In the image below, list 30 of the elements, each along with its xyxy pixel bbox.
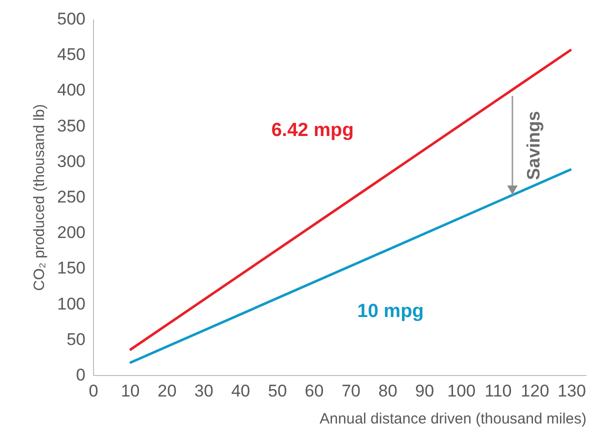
x-axis-title: Annual distance driven (thousand miles) (320, 410, 586, 428)
y-tick-label: 100 (57, 294, 86, 314)
x-tick-label: 100 (447, 382, 476, 400)
y-tick-label: 350 (57, 116, 86, 136)
y-tick-label: 200 (57, 223, 86, 242)
y-tick-label: 450 (57, 45, 86, 64)
x-tick-label: 90 (415, 382, 434, 400)
series-label: 10 mpg (357, 301, 424, 322)
y-tick-label: 300 (57, 152, 86, 171)
x-tick-label: 70 (342, 382, 360, 400)
y-tick-label: 500 (57, 10, 86, 28)
x-tick-label: 50 (268, 382, 287, 400)
x-tick-label: 40 (231, 382, 250, 400)
y-tick-label: 50 (66, 330, 86, 349)
y-tick-label: 0 (76, 366, 86, 384)
x-tick-label: 80 (378, 382, 398, 400)
y-axis-title: CO₂ produced (thousand lb) (31, 104, 48, 291)
annotation: Savings (523, 110, 544, 180)
x-tick-label: 30 (194, 382, 214, 400)
x-tick-label: 120 (520, 382, 550, 400)
y-tick-label: 150 (57, 258, 86, 278)
x-tick-label: 0 (88, 382, 98, 400)
x-tick-label: 20 (158, 382, 177, 400)
y-tick-label: 250 (57, 188, 86, 206)
x-tick-label: 10 (120, 382, 140, 400)
x-tick-label: 130 (558, 382, 586, 400)
x-tick-label: 60 (304, 382, 324, 400)
text: 6.42 mpg (271, 120, 354, 141)
y-tick-label: 400 (57, 80, 86, 100)
x-tick-label: 110 (484, 382, 512, 400)
